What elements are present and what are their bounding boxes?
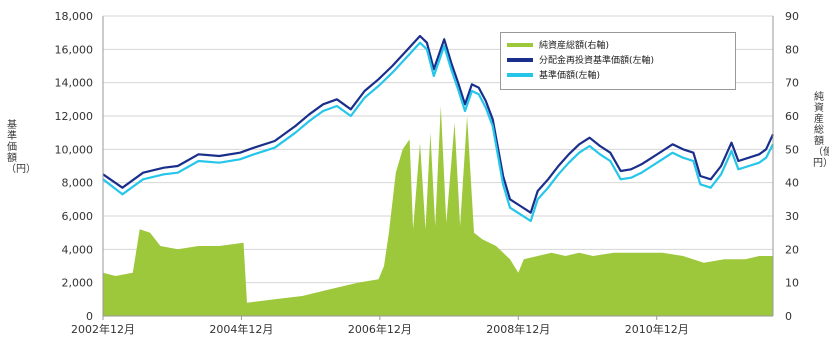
x-tick-label: 2010年12月	[625, 322, 689, 336]
line-series-nav	[102, 41, 774, 223]
legend-item-reinvested-nav: 分配金再投資基準価額(左軸)	[507, 52, 729, 67]
y-left-tick-label: 8,000	[62, 177, 94, 190]
y-left-tick-label: 0	[86, 310, 93, 323]
y-left-tick-label: 12,000	[55, 110, 94, 123]
y-right-tick-label: 20	[785, 243, 799, 256]
y-left-tick-label: 2,000	[62, 277, 94, 290]
y-left-tick-label: 4,000	[62, 243, 94, 256]
y-left-tick-label: 6,000	[62, 210, 94, 223]
y-right-tick-label: 50	[785, 143, 799, 156]
legend-swatch-net-assets	[507, 42, 533, 47]
x-tick-label: 2008年12月	[486, 322, 550, 336]
legend-label-reinvested-nav: 分配金再投資基準価額(左軸)	[539, 56, 655, 66]
x-tick-label: 2004年12月	[209, 322, 273, 336]
x-tick-label: 2006年12月	[348, 322, 412, 336]
y-right-tick-label: 40	[785, 177, 799, 190]
x-tick-label: 2002年12月	[71, 322, 135, 336]
y-right-tick-label: 70	[785, 77, 799, 90]
y-right-tick-label: 30	[785, 210, 799, 223]
y-left-tick-label: 18,000	[55, 10, 94, 23]
y-left-axis-label: 基準価額（円）	[6, 120, 36, 175]
y-left-tick-label: 16,000	[55, 43, 94, 56]
line-series-reinvested-nav	[102, 34, 774, 214]
y-left-tick-label: 10,000	[55, 143, 94, 156]
y-right-tick-label: 0	[785, 310, 792, 323]
y-right-tick-label: 60	[785, 110, 799, 123]
legend-swatch-reinvested-nav	[507, 57, 533, 62]
y-right-tick-label: 10	[785, 277, 799, 290]
legend-label-nav: 基準価額(左軸)	[539, 71, 601, 81]
legend-label-net-assets: 純資産総額(右軸)	[539, 41, 610, 51]
chart-legend: 純資産総額(右軸) 分配金再投資基準価額(左軸) 基準価額(左軸)	[500, 32, 736, 90]
legend-swatch-nav	[507, 72, 533, 77]
legend-item-net-assets: 純資産総額(右軸)	[507, 37, 729, 52]
y-right-tick-label: 80	[785, 43, 799, 56]
legend-item-nav: 基準価額(左軸)	[507, 67, 729, 82]
y-left-tick-label: 14,000	[55, 77, 94, 90]
y-right-axis-label: 純資産総額（億円）	[813, 92, 829, 169]
y-right-tick-label: 90	[785, 10, 799, 23]
area-series-net-assets	[103, 106, 773, 316]
